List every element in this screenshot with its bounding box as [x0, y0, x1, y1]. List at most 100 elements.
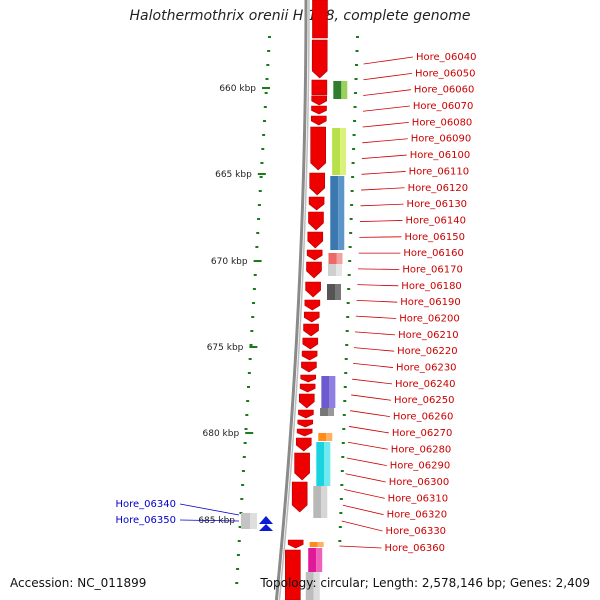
- reverse-gene-block: [241, 513, 250, 529]
- feature-block-shade: [313, 572, 320, 600]
- outer-ruler-dot: [344, 372, 348, 374]
- ruler-dot: [235, 582, 239, 584]
- gene-arrow: [304, 299, 321, 311]
- gene-arrow: [311, 115, 327, 126]
- ruler-dot: [242, 456, 246, 458]
- ruler-dot: [253, 274, 257, 276]
- leader-line: [339, 545, 382, 549]
- ruler-label: 680 kbp: [203, 429, 240, 439]
- gene-label: Hore_06260: [393, 412, 454, 423]
- ruler-label: 660 kbp: [219, 84, 256, 94]
- leader-line: [359, 236, 402, 238]
- ruler-dot: [255, 246, 259, 248]
- ruler-tick: [257, 173, 266, 175]
- outer-ruler-dot: [347, 288, 351, 290]
- leader-line: [360, 203, 404, 207]
- gene-label: Hore_06310: [388, 493, 449, 504]
- gene-arrow: [307, 231, 324, 249]
- outer-ruler-dot: [340, 484, 344, 486]
- feature-block: [305, 572, 314, 600]
- outer-ruler-dot: [338, 540, 342, 542]
- outer-ruler-dot: [353, 106, 357, 108]
- gene-arrow: [294, 452, 310, 481]
- gene-arrow: [287, 539, 304, 549]
- ruler-dot: [246, 400, 250, 402]
- feature-block: [321, 376, 330, 408]
- ruler-dot: [257, 204, 261, 206]
- gene-arrow: [303, 311, 320, 323]
- outer-ruler-dot: [349, 232, 353, 234]
- outer-ruler-dot: [350, 204, 354, 206]
- gene-arrow: [305, 281, 321, 298]
- ruler-dot: [243, 442, 247, 444]
- outer-ruler-dot: [345, 330, 349, 332]
- gene-label: Hore_06190: [400, 297, 461, 308]
- ruler-dot: [241, 470, 245, 472]
- feature-block: [308, 548, 317, 572]
- ruler-dot: [239, 512, 243, 514]
- gene-label: Hore_06140: [406, 215, 467, 226]
- gene-label: Hore_06150: [404, 232, 465, 243]
- ruler-dot: [237, 540, 241, 542]
- gene-arrow: [311, 105, 327, 115]
- ruler-dot: [266, 64, 270, 66]
- feature-block-shade: [329, 376, 336, 408]
- map-title: Halothermothrix orenii H 168, complete g…: [129, 8, 471, 24]
- outer-ruler-dot: [343, 400, 347, 402]
- gene-label: Hore_06060: [414, 85, 475, 96]
- gene-arrow: [295, 437, 312, 452]
- gene-arrow: [308, 211, 324, 231]
- outer-ruler-dot: [351, 162, 355, 164]
- ruler-dot: [240, 498, 244, 500]
- gene-label: Hore_06070: [413, 101, 474, 112]
- ruler-dot: [247, 372, 251, 374]
- backbone-outer: [274, 0, 308, 600]
- feature-block-shade: [334, 284, 341, 300]
- gene-arrow: [311, 39, 328, 79]
- feature-block: [309, 542, 318, 547]
- gene-arrow: [297, 419, 314, 428]
- ruler-dot: [251, 316, 255, 318]
- leader-line: [361, 154, 407, 159]
- leader-line: [354, 347, 395, 352]
- gene-label: Hore_06300: [389, 477, 450, 488]
- outer-ruler-dot: [346, 316, 350, 318]
- feature-block-shade: [321, 486, 328, 518]
- ruler-tick: [253, 260, 262, 262]
- leader-line: [363, 89, 411, 96]
- gene-label: Hore_06280: [391, 444, 452, 455]
- feature-block: [313, 486, 322, 518]
- leader-line: [361, 171, 406, 175]
- ruler-tick: [245, 432, 254, 434]
- feature-block-shade: [328, 408, 335, 416]
- ruler-dot: [241, 484, 245, 486]
- ruler-dot: [252, 302, 256, 304]
- ruler-dot: [250, 330, 254, 332]
- gene-label: Hore_06220: [397, 346, 458, 357]
- gene-label: Hore_06100: [410, 150, 471, 161]
- gene-label: Hore_06320: [387, 510, 448, 521]
- ruler-label: 670 kbp: [211, 257, 248, 267]
- gene-arrow: [302, 337, 319, 350]
- gene-arrow: [306, 249, 323, 261]
- gene-label: Hore_06290: [390, 461, 451, 472]
- outer-ruler-dot: [356, 36, 359, 38]
- leader-line: [362, 121, 409, 128]
- leader-line: [352, 378, 393, 385]
- leader-line-left: [179, 503, 240, 516]
- outer-ruler-dot: [349, 218, 353, 220]
- feature-block: [326, 284, 335, 300]
- ruler-dot: [252, 288, 256, 290]
- outer-ruler-dot: [342, 428, 346, 430]
- reverse-gene-block-shade: [250, 513, 257, 529]
- gene-label: Hore_06210: [398, 330, 459, 341]
- gene-arrow: [310, 126, 326, 171]
- gene-arrow: [301, 361, 317, 373]
- genome-summary-text: Topology: circular; Length: 2,578,146 bp…: [260, 576, 590, 590]
- gene-label: Hore_06040: [416, 52, 477, 63]
- ruler-tick: [262, 87, 270, 89]
- feature-block: [332, 128, 341, 175]
- gene-arrow: [311, 95, 327, 106]
